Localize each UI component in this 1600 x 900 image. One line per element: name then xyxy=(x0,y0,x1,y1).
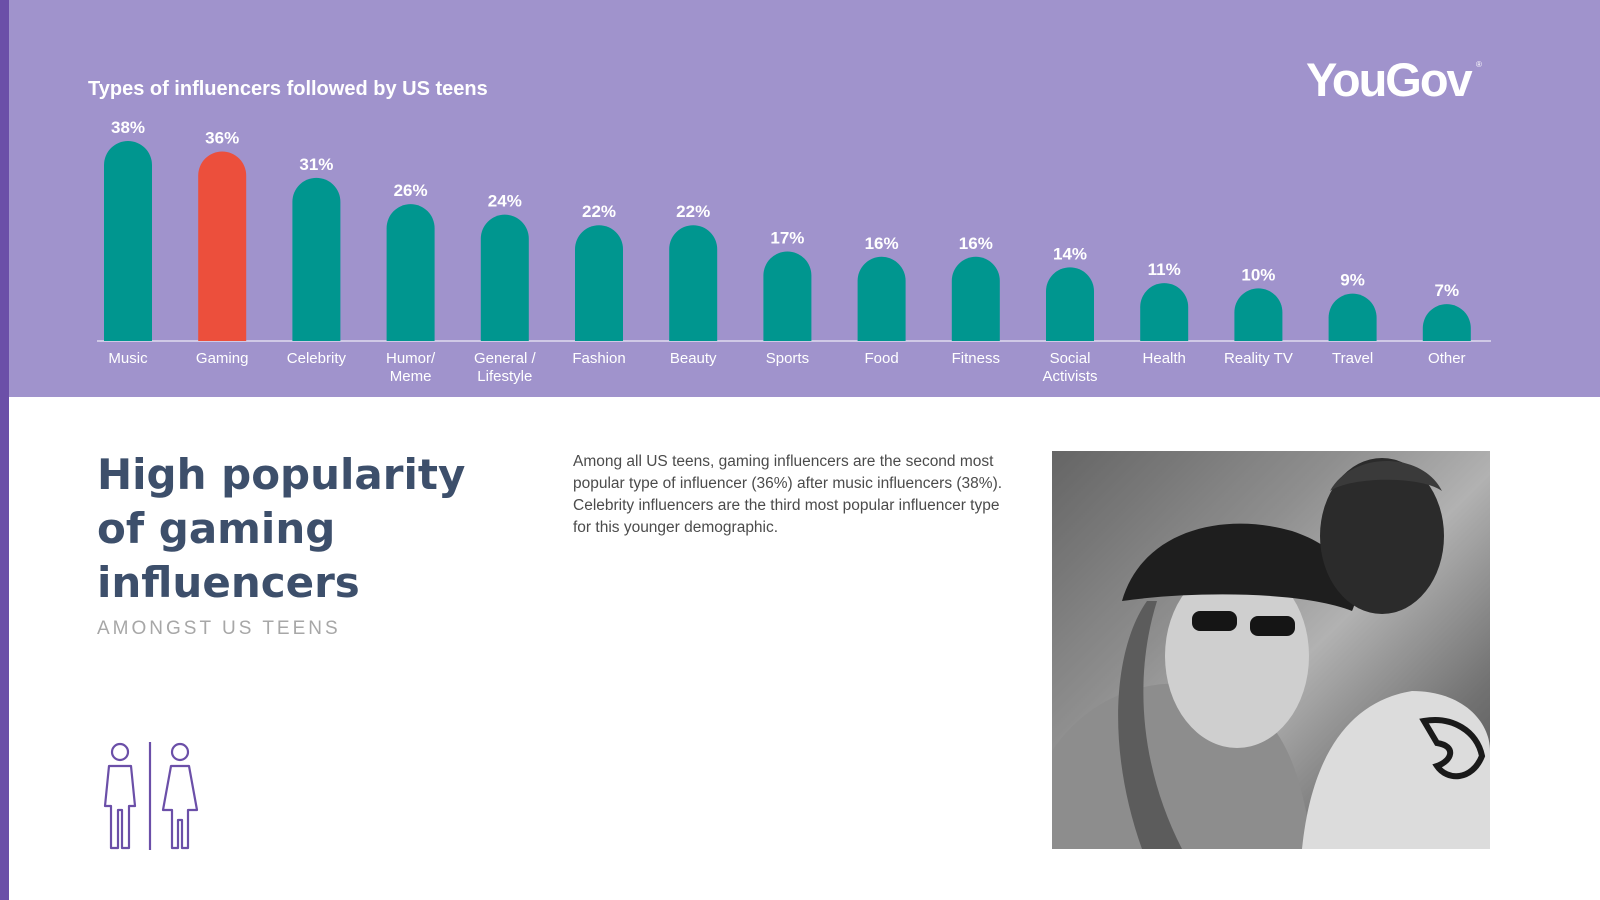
bar-12 xyxy=(1234,288,1283,341)
category-label-1: Gaming xyxy=(196,350,249,367)
chart-title: Types of influencers followed by US teen… xyxy=(88,78,488,100)
value-label-8: 16% xyxy=(865,234,899,253)
value-label-2: 31% xyxy=(299,155,333,174)
subheadline: AMONGST US TEENS xyxy=(97,618,341,639)
category-label-9: Fitness xyxy=(952,350,1000,367)
bar-9 xyxy=(951,256,1000,341)
bar-8 xyxy=(857,256,906,341)
bar-5 xyxy=(575,225,623,341)
man-woman-icon xyxy=(103,742,199,850)
value-label-6: 22% xyxy=(676,202,710,221)
value-label-14: 7% xyxy=(1435,281,1460,300)
bar-14 xyxy=(1422,304,1471,341)
headline: High popularity of gaming influencers xyxy=(97,450,466,607)
bar-4 xyxy=(480,214,529,341)
value-label-9: 16% xyxy=(959,234,993,253)
value-label-11: 11% xyxy=(1148,260,1181,279)
category-label-7: Sports xyxy=(766,350,809,367)
left-accent-stripe xyxy=(0,0,9,900)
bar-2 xyxy=(292,177,341,341)
category-label-12: Reality TV xyxy=(1224,350,1293,367)
bar-11 xyxy=(1140,283,1189,341)
bar-6 xyxy=(669,225,718,341)
bar-chart: 38% Music 36% Gaming 31% Celebrity 26% Humor/Me… xyxy=(97,118,1491,385)
bar-10 xyxy=(1046,267,1094,341)
value-label-0: 38% xyxy=(111,118,145,137)
category-label-10: Social Activists xyxy=(1042,350,1097,385)
bar-0 xyxy=(104,141,152,341)
bar-1 xyxy=(198,151,247,341)
category-label-2: Celebrity xyxy=(287,350,347,367)
category-label-3: Humor/Meme xyxy=(386,350,436,385)
bar-3 xyxy=(386,204,435,341)
registered-mark: ® xyxy=(1476,60,1482,69)
yougov-logo: YouGov xyxy=(1306,53,1473,106)
value-label-12: 10% xyxy=(1241,265,1275,284)
value-label-1: 36% xyxy=(205,129,239,148)
value-label-10: 14% xyxy=(1053,244,1087,263)
body-text: Among all US teens, gaming influencers a… xyxy=(573,453,1003,536)
value-label-4: 24% xyxy=(488,192,522,211)
bar-13 xyxy=(1328,293,1377,341)
category-label-5: Fashion xyxy=(572,350,625,367)
value-label-7: 17% xyxy=(770,229,804,248)
category-label-4: General / Lifestyle xyxy=(474,350,537,385)
category-label-11: Health xyxy=(1143,350,1186,367)
bar-7 xyxy=(763,251,812,341)
value-label-3: 26% xyxy=(394,181,428,200)
category-label-0: Music xyxy=(108,350,148,367)
photo-two-people xyxy=(1052,451,1490,849)
category-label-14: Other xyxy=(1428,350,1466,367)
value-label-5: 22% xyxy=(582,202,616,221)
value-label-13: 9% xyxy=(1340,271,1365,290)
category-label-8: Food xyxy=(864,350,898,367)
category-label-6: Beauty xyxy=(670,350,717,367)
category-label-13: Travel xyxy=(1332,350,1373,367)
